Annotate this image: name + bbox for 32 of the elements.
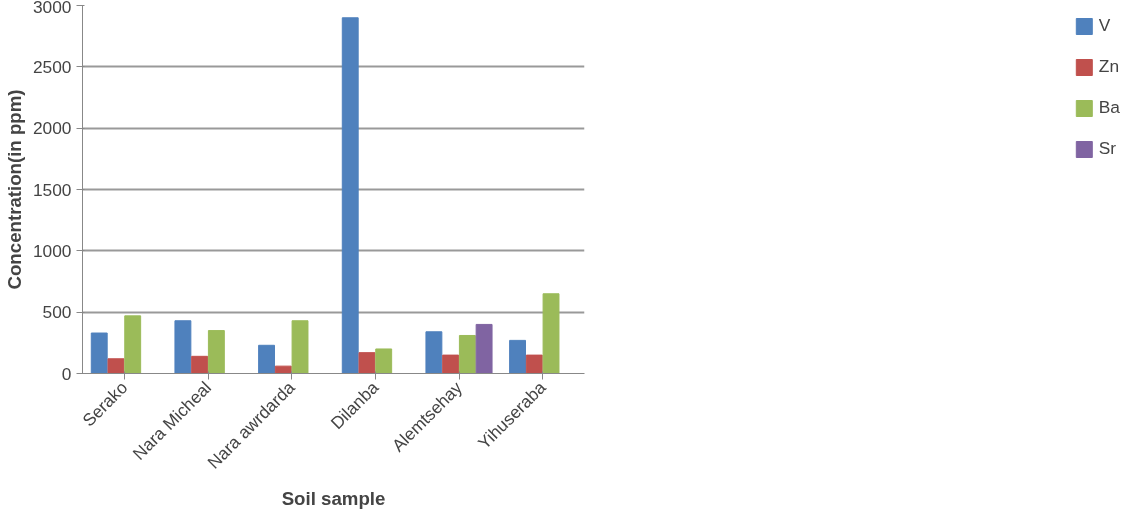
y-tick-label: 2000 xyxy=(32,118,72,139)
y-tick-label: 1000 xyxy=(32,240,72,261)
y-tick-label: 2500 xyxy=(32,56,72,77)
bar xyxy=(174,320,192,374)
bar xyxy=(458,334,476,374)
bar xyxy=(90,332,108,374)
legend-label: V xyxy=(1098,15,1112,36)
bar xyxy=(207,330,225,374)
bar xyxy=(375,348,393,374)
y-tick-label: 3000 xyxy=(32,0,72,17)
y-tick-label: 0 xyxy=(61,363,72,384)
bar xyxy=(358,352,376,374)
bar xyxy=(124,315,142,374)
bar xyxy=(258,344,276,374)
legend-label: Ba xyxy=(1098,97,1120,118)
y-axis-title: Concentration(in ppm) xyxy=(3,89,25,290)
legend-label: Sr xyxy=(1098,138,1118,159)
bar xyxy=(107,358,125,374)
x-axis-title: Soil sample xyxy=(281,487,386,509)
bar xyxy=(542,293,560,374)
bar xyxy=(274,365,292,374)
bar xyxy=(341,17,359,374)
y-tick-label: 500 xyxy=(42,302,72,323)
bar xyxy=(191,355,209,374)
bar xyxy=(509,339,527,374)
bar xyxy=(442,354,460,374)
bar xyxy=(291,320,309,374)
bar xyxy=(475,323,493,374)
legend-label: Zn xyxy=(1098,56,1120,77)
bar xyxy=(525,354,543,374)
y-tick-label: 1500 xyxy=(32,179,72,200)
bar xyxy=(425,331,443,374)
